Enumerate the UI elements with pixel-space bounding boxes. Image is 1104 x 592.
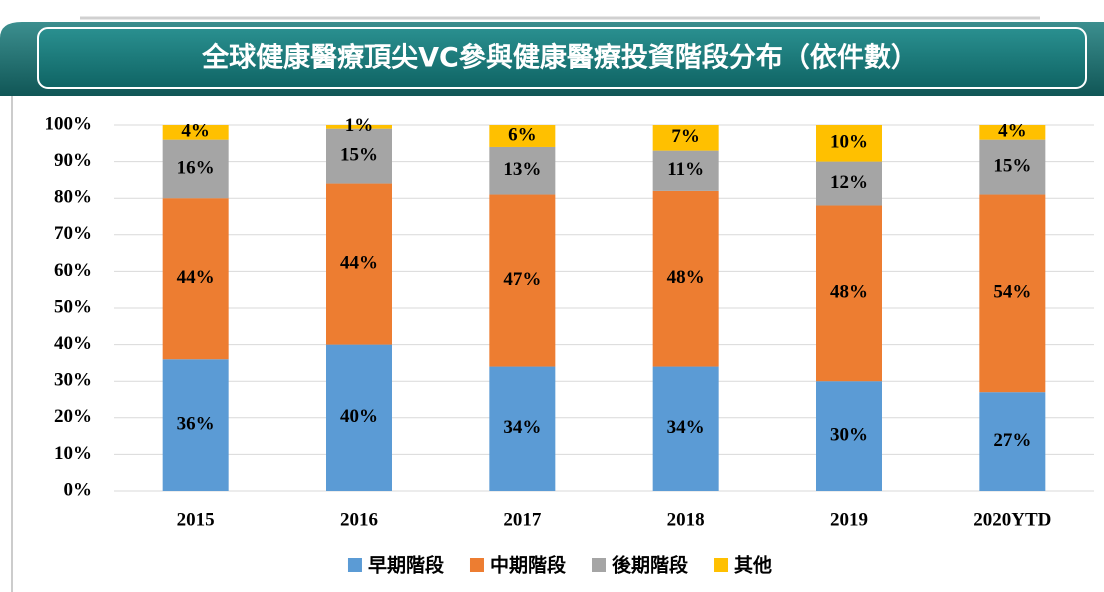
data-label: 34% xyxy=(503,417,541,438)
bar-segment xyxy=(489,146,556,195)
y-tick-label: 100% xyxy=(45,113,93,134)
y-tick-label: 10% xyxy=(54,443,92,464)
data-label: 7% xyxy=(671,126,700,147)
bar-segment xyxy=(326,183,392,345)
bar-segment xyxy=(979,194,1046,393)
data-label: 27% xyxy=(993,430,1031,451)
bar-segment xyxy=(652,366,719,491)
bar-segment xyxy=(326,125,392,129)
bar-segment xyxy=(326,344,392,491)
data-label: 54% xyxy=(993,282,1031,303)
data-label: 4% xyxy=(998,121,1027,142)
x-tick-label: 2015 xyxy=(177,509,215,530)
bar-segment xyxy=(489,366,556,491)
legend-label: 早期階段 xyxy=(368,554,445,577)
bar-segment xyxy=(162,198,229,360)
bar-segment xyxy=(979,392,1046,491)
bar-segment xyxy=(652,150,719,191)
data-label: 12% xyxy=(830,172,868,193)
data-label: 40% xyxy=(340,406,378,427)
x-tick-label: 2017 xyxy=(503,509,542,530)
legend-swatch xyxy=(592,558,606,572)
bar-segment xyxy=(162,359,229,491)
legend-swatch xyxy=(469,558,484,572)
bar-segment xyxy=(816,161,882,206)
bar-segment xyxy=(326,128,392,184)
data-label: 48% xyxy=(667,267,705,288)
data-label: 15% xyxy=(993,155,1031,176)
data-label: 30% xyxy=(830,424,868,445)
y-tick-label: 40% xyxy=(54,333,92,354)
data-label: 1% xyxy=(345,115,374,136)
data-label: 4% xyxy=(181,121,210,142)
data-label: 34% xyxy=(667,417,705,438)
bar-segment xyxy=(489,194,556,367)
data-label: 6% xyxy=(508,124,537,145)
bar-segment xyxy=(979,125,1046,140)
legend-swatch xyxy=(347,558,362,572)
data-label: 44% xyxy=(340,252,378,273)
chart-title: 全球健康醫療頂尖VC參與健康醫療投資階段分布（依件數） xyxy=(201,42,918,74)
y-tick-label: 50% xyxy=(54,296,92,317)
bar-segment xyxy=(816,205,882,382)
y-tick-label: 60% xyxy=(54,260,92,281)
x-tick-label: 2019 xyxy=(830,509,868,530)
bar-segment xyxy=(816,125,882,162)
bar-segment xyxy=(979,139,1046,195)
legend-swatch xyxy=(714,558,729,572)
y-tick-label: 0% xyxy=(64,479,93,500)
bar-segment xyxy=(162,125,229,140)
bar-segment xyxy=(816,381,882,491)
y-tick-label: 90% xyxy=(54,150,92,171)
y-tick-label: 80% xyxy=(54,187,92,208)
title-box xyxy=(37,27,1087,89)
y-tick-label: 30% xyxy=(54,370,92,391)
bar-segment xyxy=(652,125,719,151)
data-label: 36% xyxy=(177,413,215,434)
x-tick-label: 2020YTD xyxy=(973,509,1051,530)
y-tick-label: 20% xyxy=(54,406,92,427)
data-label: 48% xyxy=(830,282,868,303)
data-label: 11% xyxy=(667,159,704,180)
data-label: 10% xyxy=(830,132,868,153)
data-label: 15% xyxy=(340,144,378,165)
data-label: 47% xyxy=(503,269,541,290)
legend-label: 後期階段 xyxy=(612,554,689,577)
data-label: 16% xyxy=(177,157,215,178)
bar-segment xyxy=(162,139,229,199)
data-label: 44% xyxy=(177,267,215,288)
legend-label: 其他 xyxy=(734,554,772,577)
bar-segment xyxy=(489,125,556,147)
x-tick-label: 2018 xyxy=(667,509,705,530)
x-tick-label: 2016 xyxy=(340,509,378,530)
legend-label: 中期階段 xyxy=(490,554,567,577)
y-tick-label: 70% xyxy=(54,223,92,244)
data-label: 13% xyxy=(503,159,541,180)
bar-segment xyxy=(652,190,719,367)
